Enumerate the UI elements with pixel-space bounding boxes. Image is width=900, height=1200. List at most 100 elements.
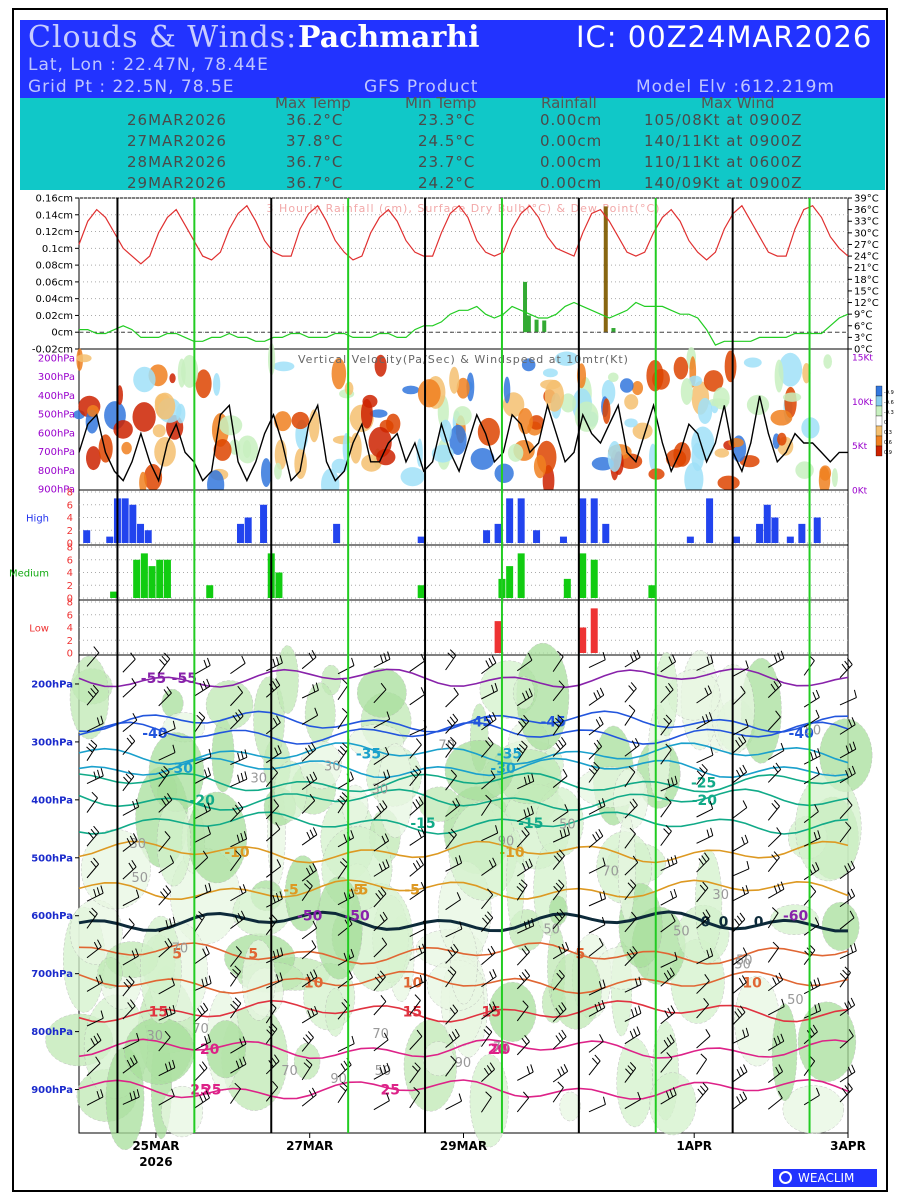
wind-barb-feather	[207, 767, 211, 776]
wind-barb-feather	[276, 656, 280, 665]
wind-barb	[660, 783, 678, 792]
wind-barb-feather	[90, 687, 97, 695]
cloud-bar	[333, 523, 341, 543]
wind-barb-feather	[629, 827, 636, 835]
wind-barb	[194, 685, 211, 697]
wind-barb	[409, 928, 426, 938]
rh-contour-blob	[274, 760, 308, 821]
wind-barb-feather	[710, 654, 714, 663]
isotherm-label: 10	[403, 975, 423, 991]
wind-barb-feather	[771, 803, 778, 810]
wind-barb-feather	[524, 827, 530, 835]
vv-contour-blob	[632, 422, 653, 440]
wind-barb	[767, 912, 779, 929]
rh-label: 30	[146, 1029, 163, 1044]
wind-barb-feather	[845, 769, 849, 778]
wind-barb-feather	[377, 973, 384, 981]
wind-barb-feather	[841, 663, 848, 671]
wind-barb	[768, 750, 785, 760]
wind-barb-feather	[527, 775, 531, 784]
wind-barb	[588, 924, 606, 934]
wind-barb	[660, 896, 677, 906]
rh-label: 70	[281, 1064, 298, 1079]
rain-tick-label: 0.06cm	[35, 277, 73, 288]
wind-barb-feather	[382, 800, 388, 808]
isotherm-label: -55	[141, 671, 166, 687]
wind-barb	[696, 1059, 708, 1075]
isotherm-label: -20	[692, 793, 718, 809]
wind-barb-feather	[447, 740, 455, 747]
wind-barb-feather	[311, 940, 317, 948]
wind-barb-feather	[743, 1064, 748, 1072]
wind-barb-feather	[169, 918, 173, 927]
wind-barb-feather	[311, 650, 317, 658]
wind-barb-feather	[494, 682, 498, 691]
rh-label: 90	[455, 1056, 472, 1071]
wind-barb-feather	[670, 890, 674, 899]
wind-barb-feather	[742, 886, 746, 895]
wind-barb	[839, 697, 857, 706]
wind-barb-feather	[555, 1007, 561, 1015]
vv-contour-blob	[703, 370, 724, 392]
wind-barb-feather	[850, 997, 856, 1006]
vv-contour-blob	[294, 448, 307, 480]
wind-barb	[588, 944, 604, 957]
wind-barb-feather	[386, 1062, 391, 1071]
wind-barb	[122, 719, 138, 733]
wind-barb-feather	[734, 1011, 740, 1019]
wind-barb-feather	[777, 883, 781, 892]
wind-barb	[481, 864, 497, 876]
wind-barb-feather	[665, 825, 672, 832]
wind-barb-feather	[237, 801, 244, 809]
isotherm-label: -10	[499, 845, 525, 861]
wind-barb	[373, 893, 387, 908]
wind-barb-feather	[234, 915, 239, 923]
wind-barb	[409, 1092, 420, 1109]
wind-barb-feather	[521, 830, 528, 838]
wind-barb-feather	[309, 829, 315, 838]
wind-barb-feather	[739, 767, 744, 775]
wind-barb-feather	[777, 1090, 783, 1099]
wind-barb-feather	[93, 825, 100, 833]
wind-barb-feather	[415, 860, 421, 868]
vv-colorbar-label: 0.3	[884, 430, 892, 436]
wind-barb	[552, 855, 565, 870]
wind-barb-feather	[741, 975, 747, 983]
cloud-bar	[275, 572, 283, 598]
vv-contour-blob	[624, 418, 638, 428]
wind-barb-feather	[739, 1093, 744, 1102]
wind-barb-feather	[667, 1007, 673, 1016]
wind-barb-feather	[593, 742, 600, 750]
wind-barb	[409, 727, 427, 736]
wind-barb-feather	[626, 951, 633, 959]
cloud-bar	[156, 559, 164, 598]
wind-barb-feather	[87, 691, 94, 698]
wind-barb-feather	[598, 1001, 602, 1010]
wind-barb-feather	[815, 689, 820, 698]
wind-barb	[409, 889, 425, 901]
wind-barb-feather	[96, 1090, 100, 1099]
wind-barb-feather	[203, 1002, 209, 1010]
rh-contour-blob	[821, 901, 860, 951]
wind-barb-feather	[486, 1065, 493, 1073]
wind-barb-feather	[558, 879, 565, 887]
wind-barb	[194, 916, 205, 933]
wind-barb-feather	[381, 937, 388, 945]
isotherm-label: 20	[200, 1042, 220, 1058]
header-banner: Clouds & Winds: Pachmarhi IC: 00Z24MAR20…	[20, 20, 885, 98]
isotherm-line	[78, 772, 849, 793]
wind-barb	[265, 722, 281, 735]
wind-barb-feather	[129, 999, 136, 1007]
product-label: GFS Product	[364, 77, 479, 97]
cloud-bar	[417, 536, 425, 543]
wind-barb	[839, 827, 852, 843]
cloud-bar	[798, 523, 806, 543]
wind-barb-feather	[341, 1002, 348, 1009]
wind-barb-feather	[702, 881, 709, 889]
vv-contour-blob	[139, 471, 147, 494]
wind-barb-feather	[668, 656, 673, 665]
wind-barb	[122, 740, 136, 755]
wind-barb	[301, 800, 316, 814]
wind-barb-feather	[376, 805, 382, 813]
wind-barb-feather	[488, 859, 494, 868]
